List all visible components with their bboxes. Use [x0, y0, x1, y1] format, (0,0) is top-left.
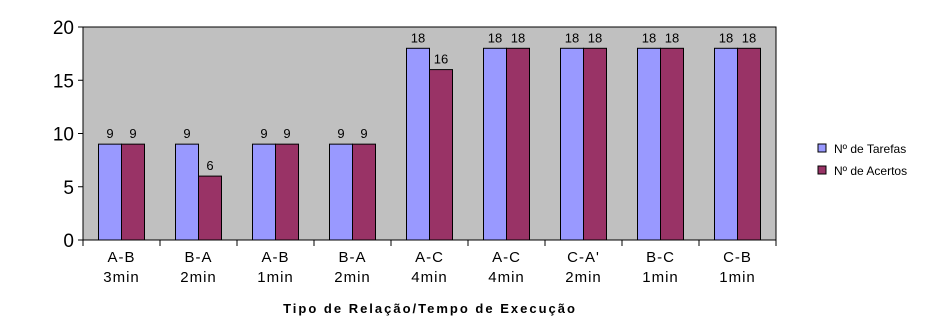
data-label: 18 — [719, 30, 733, 45]
legend-label: Nº de Acertos — [834, 164, 907, 178]
x-tick-label: 1min — [719, 269, 756, 286]
bar-tarefas — [175, 143, 199, 241]
data-label: 9 — [106, 126, 113, 141]
data-label: 18 — [642, 30, 656, 45]
bar-acertos — [583, 47, 607, 241]
bar-tarefas — [714, 47, 738, 241]
bar-tarefas — [252, 143, 276, 241]
data-label: 9 — [337, 126, 344, 141]
x-tick-label: 2min — [565, 269, 602, 286]
data-label: 18 — [742, 30, 756, 45]
bar-tarefas — [483, 47, 507, 241]
bar-acertos — [352, 143, 376, 241]
bars — [98, 47, 761, 241]
x-tick-label: 2min — [180, 269, 217, 286]
data-label: 18 — [488, 30, 502, 45]
x-tick-label: A-C — [415, 249, 444, 266]
x-tick-label: 4min — [411, 269, 448, 286]
y-tick-label: 10 — [53, 125, 74, 146]
bar-tarefas — [329, 143, 353, 241]
x-tick-label: B-C — [646, 249, 675, 266]
data-label: 6 — [206, 158, 213, 173]
y-tick-label: 15 — [53, 71, 74, 92]
x-tick-label: C-B — [723, 249, 752, 266]
bar-acertos — [121, 143, 145, 241]
bar-tarefas — [98, 143, 122, 241]
x-tick-label: 4min — [488, 269, 525, 286]
x-tick-label: 1min — [642, 269, 679, 286]
data-label: 16 — [434, 52, 448, 67]
x-tick-label: A-C — [492, 249, 521, 266]
data-label: 18 — [665, 30, 679, 45]
legend: Nº de Tarefas Nº de Acertos — [817, 142, 907, 178]
x-tick-label: 2min — [334, 269, 371, 286]
legend-swatch — [817, 143, 827, 153]
bar-acertos — [737, 47, 761, 241]
x-tick-label: 3min — [103, 269, 140, 286]
bar-acertos — [660, 47, 684, 241]
y-tick-label: 20 — [53, 18, 74, 39]
data-label: 18 — [411, 30, 425, 45]
y-tick-label: 5 — [63, 178, 74, 199]
data-label: 9 — [360, 126, 367, 141]
bar-tarefas — [406, 47, 430, 241]
bar-acertos — [198, 175, 222, 241]
data-label: 9 — [183, 126, 190, 141]
data-label: 18 — [511, 30, 525, 45]
legend-swatch — [817, 165, 827, 175]
x-tick-label: C-A' — [567, 249, 600, 266]
x-axis-label: Tipo de Relação/Tempo de Execução — [283, 301, 577, 316]
bar-tarefas — [560, 47, 584, 241]
legend-label: Nº de Tarefas — [834, 142, 906, 156]
bar-acertos — [506, 47, 530, 241]
data-labels: 9 9 9 6 9 9 9 9 18 16 18 18 18 18 18 18 18 18 — [106, 30, 756, 173]
data-label: 18 — [565, 30, 579, 45]
x-tick-label: B-A — [184, 249, 212, 266]
x-tick-label: A-B — [107, 249, 135, 266]
x-tick-label: A-B — [261, 249, 289, 266]
bar-tarefas — [637, 47, 661, 241]
x-axis: A-B 3min B-A 2min A-B 1min B-A 2min A-C 4min A-C 4m… — [82, 239, 777, 286]
data-label: 9 — [129, 126, 136, 141]
y-tick-label: 0 — [63, 231, 74, 252]
x-tick-label: B-A — [338, 249, 366, 266]
data-label: 18 — [588, 30, 602, 45]
y-axis: 0 5 10 15 20 — [53, 18, 84, 252]
bar-acertos — [275, 143, 299, 241]
x-tick-label: 1min — [257, 269, 294, 286]
bar-acertos — [429, 69, 453, 241]
data-label: 9 — [283, 126, 290, 141]
data-label: 9 — [260, 126, 267, 141]
